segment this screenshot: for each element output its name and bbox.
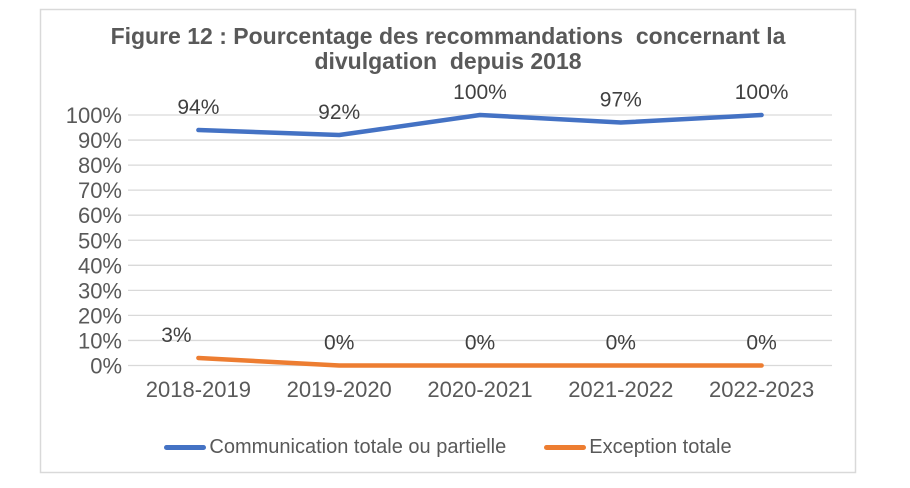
legend-label-0: Communication totale ou partielle (209, 435, 507, 458)
y-axis-tick-label: 100% (66, 103, 122, 128)
x-axis-tick-label: 2020-2021 (427, 377, 532, 402)
x-axis-tick-label: 2019-2020 (287, 377, 392, 402)
y-axis-tick-label: 50% (78, 228, 122, 253)
y-axis-tick-label: 80% (78, 153, 122, 178)
y-axis-tick-label: 20% (78, 303, 122, 328)
x-axis-tick-label: 2021-2022 (568, 377, 673, 402)
chart-title: Figure 12 : Pourcentage des recommandati… (40, 24, 856, 74)
y-axis-tick-label: 10% (78, 328, 122, 353)
data-label-series-1: 0% (465, 332, 495, 355)
data-label-series-0: 100% (453, 81, 507, 104)
y-axis-tick-label: 40% (78, 253, 122, 278)
chart-title-line-1: Figure 12 : Pourcentage des recommandati… (110, 23, 786, 49)
data-label-series-1: 0% (746, 332, 776, 355)
data-label-series-1: 0% (606, 332, 636, 355)
legend-line-marker-0 (164, 444, 207, 450)
legend-line-marker-1 (544, 444, 587, 450)
legend-item-1: Exception totale (544, 435, 732, 459)
data-label-series-0: 92% (318, 101, 360, 124)
y-axis-tick-label: 90% (78, 128, 122, 153)
data-label-series-1: 0% (324, 332, 354, 355)
series-line-0 (196, 112, 764, 138)
y-axis-tick-label: 30% (78, 278, 122, 303)
chart-title-line-2: divulgation depuis 2018 (314, 48, 582, 74)
data-label-series-0: 94% (177, 96, 219, 119)
chart-border (39, 8, 857, 474)
series-line-1 (196, 355, 764, 368)
x-axis-tick-label: 2022-2023 (709, 377, 814, 402)
data-label-series-0: 97% (600, 89, 642, 112)
y-axis-tick-label: 60% (78, 203, 122, 228)
y-axis-tick-label: 70% (78, 178, 122, 203)
y-axis-tick-label: 0% (90, 354, 122, 379)
data-label-series-1: 3% (161, 324, 191, 347)
x-axis-tick-label: 2018-2019 (146, 377, 251, 402)
legend-item-0: Communication totale ou partielle (164, 436, 506, 459)
chart-legend: Communication totale ou partielle Excepti… (40, 434, 856, 460)
legend-label-1: Exception totale (589, 435, 732, 458)
data-label-series-0: 100% (735, 81, 789, 104)
